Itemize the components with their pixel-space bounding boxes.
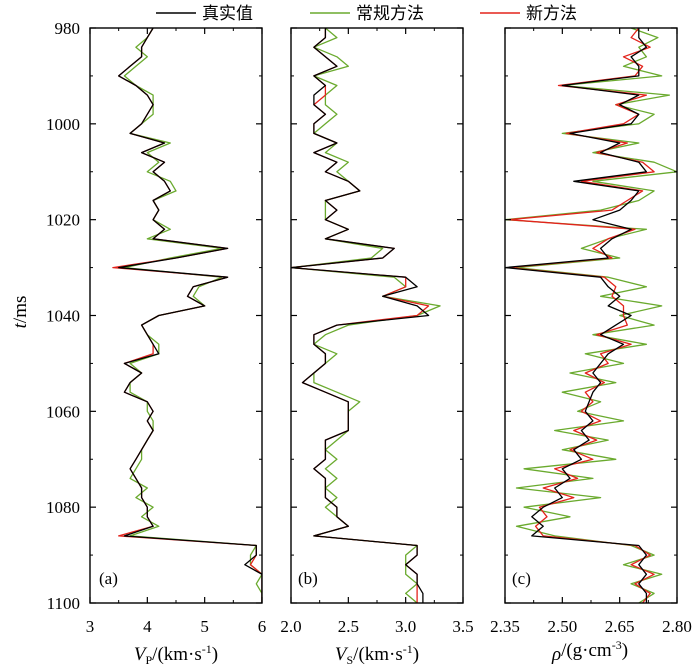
- true-value-series-line: [505, 28, 648, 603]
- legend-label-true: 真实值: [202, 4, 253, 24]
- y-tick-label: 1020: [46, 211, 80, 230]
- y-tick-label: 1040: [46, 307, 80, 326]
- y-tick-label: 1060: [46, 402, 80, 421]
- x-axis-title-rho: ρ/(g·cm-3): [551, 638, 628, 665]
- x-tick-label: 3: [86, 617, 95, 636]
- panel-vs: (b) 2.0 2.5 3.0 3.5 VS/(km·s-1): [280, 27, 474, 667]
- x-axis-tick-labels-rho: 2.35 2.50 2.65 2.80: [490, 617, 692, 636]
- y-tick-label: 980: [55, 19, 81, 38]
- plot-area-vp: [89, 27, 263, 604]
- plot-area-vs: [290, 27, 464, 604]
- legend-label-conventional: 常规方法: [356, 4, 424, 24]
- x-axis-tick-labels-vp: 3 4 5 6: [86, 617, 267, 636]
- x-tick-label: 2.65: [605, 617, 635, 636]
- x-axis-title-vs: VS/(km·s-1): [335, 642, 419, 667]
- x-tick-label: 6: [258, 617, 267, 636]
- x-tick-label: 2.50: [547, 617, 577, 636]
- x-tick-label: 3.5: [452, 617, 473, 636]
- x-axis-tick-labels-vs: 2.0 2.5 3.0 3.5: [280, 617, 473, 636]
- plot-area-rho: [504, 27, 678, 604]
- y-tick-label: 1080: [46, 498, 80, 517]
- true-value-series-line: [291, 28, 430, 603]
- panel-label-b: (b): [298, 569, 318, 588]
- plot-frame: [290, 27, 464, 604]
- x-tick-label: 2.35: [490, 617, 520, 636]
- panel-rho: (c) 2.35 2.50 2.65 2.80 ρ/(g·cm-3): [490, 27, 692, 665]
- y-tick-label: 1000: [46, 115, 80, 134]
- y-axis-tick-labels: 980 1000 1020 1040 1060 1080 1100: [46, 19, 80, 613]
- conventional-method-series-line: [123, 28, 262, 603]
- legend-label-new: 新方法: [526, 4, 577, 24]
- y-tick-label: 1100: [47, 594, 80, 613]
- panel-vp: (a) 3 4 5 6 VP/(km·s-1): [86, 27, 267, 667]
- series-group: [291, 28, 441, 603]
- new-method-series-line: [508, 28, 655, 603]
- panel-label-a: (a): [99, 569, 118, 588]
- x-tick-label: 3.0: [395, 617, 416, 636]
- conventional-method-series-line: [505, 28, 677, 603]
- plot-frame: [504, 27, 678, 604]
- x-tick-label: 2.0: [280, 617, 301, 636]
- x-tick-label: 2.5: [338, 617, 359, 636]
- legend: 真实值 常规方法 新方法: [156, 4, 577, 24]
- x-tick-label: 2.80: [662, 617, 692, 636]
- new-method-series-line: [291, 28, 430, 603]
- x-tick-label: 4: [143, 617, 152, 636]
- series-group: [505, 28, 677, 603]
- plot-frame: [89, 27, 263, 604]
- x-axis-title-vp: VP/(km·s-1): [134, 642, 218, 667]
- series-group: [112, 28, 262, 603]
- true-value-series-line: [118, 28, 262, 603]
- panel-label-c: (c): [512, 569, 531, 588]
- x-tick-label: 5: [200, 617, 209, 636]
- new-method-series-line: [112, 28, 262, 603]
- y-axis-title: t/ms: [10, 296, 31, 329]
